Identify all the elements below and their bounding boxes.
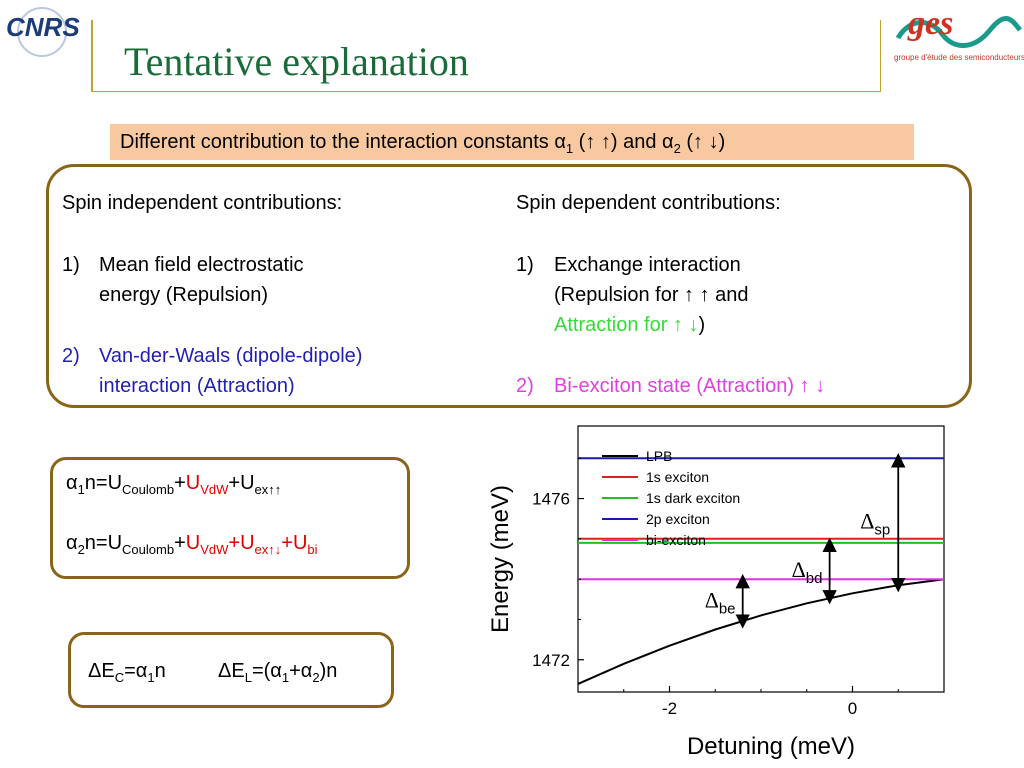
coulomb-sub: Coulomb [122, 542, 175, 557]
one-sub: 1 [147, 670, 155, 685]
left-item2-line1: Van-der-Waals (dipole-dipole) [99, 345, 363, 367]
left-item1-line1: Mean field electrostatic [99, 254, 304, 276]
e-symbol: E [231, 660, 245, 682]
legend-entry: 1s dark exciton [646, 490, 740, 506]
right-item1-line3: Attraction for ↑ ↓) [554, 310, 705, 340]
title-rule-horizontal [91, 91, 881, 92]
plus: + [228, 532, 241, 554]
x-axis-label: Detuning (meV) [687, 733, 855, 760]
legend-entry: 2p exciton [646, 511, 710, 527]
legend-entry: 1s exciton [646, 469, 709, 485]
bi-sub: bi [307, 542, 318, 557]
left-item1-number: 1) [62, 254, 80, 276]
e-symbol: E [101, 660, 115, 682]
banner-sub-2: 2 [673, 141, 681, 156]
vdw-sub: VdW [200, 482, 229, 497]
alpha-sub: 2 [77, 542, 85, 557]
u-vdw: U [185, 532, 201, 554]
right-item2-number: 2) [516, 375, 534, 397]
legend-entry: bi-exciton [646, 532, 706, 548]
energy-detuning-chart: -2 0 1472 1476 Detuning (meV) Energy (meV) LP… [487, 425, 945, 760]
delta-el-formula: ΔEL=(α1+α2)n [218, 660, 337, 685]
slide-title: Tentative explanation [124, 39, 469, 84]
spin-dependent-heading: Spin dependent contributions: [516, 192, 781, 214]
annotation-label-be: Δbe [705, 587, 736, 617]
plus: + [289, 660, 301, 682]
title-rule-vertical-right [880, 20, 881, 92]
right-item1-line2: (Repulsion for ↑ ↑ and [554, 284, 749, 306]
cnrs-logo: CNRS [6, 7, 80, 57]
n-equals-u: n=U [84, 472, 123, 494]
alpha-symbol: α [66, 472, 78, 494]
n-equals-u: n=U [84, 532, 123, 554]
ex-sub: ex↑↓ [254, 542, 282, 557]
coulomb-sub: Coulomb [122, 482, 175, 497]
legend-entry: LPB [646, 448, 672, 464]
u-bi: U [292, 532, 308, 554]
close-n: )n [319, 660, 338, 682]
cnrs-logo-text: CNRS [6, 12, 80, 42]
alpha2-formula: α2n=UCoulomb+UVdW+Uex↑↓+Ubi [66, 532, 318, 557]
interaction-banner: Different contribution to the interactio… [110, 124, 914, 160]
ex-sub: ex↑↑ [254, 482, 282, 497]
plus: + [174, 472, 186, 494]
delta-symbol: Δ [88, 660, 102, 682]
y-tick-label: 1472 [532, 651, 570, 670]
y-axis-label: Energy (meV) [487, 485, 514, 633]
u-ex: U [240, 472, 255, 494]
plus: + [174, 532, 186, 554]
banner-alpha-2: α [662, 131, 674, 153]
plus: + [281, 532, 293, 554]
l-sub: L [244, 670, 252, 685]
y-tick-label: 1476 [532, 490, 570, 509]
left-item2-line2: interaction (Attraction) [99, 375, 295, 397]
alpha-symbol: α [135, 660, 148, 682]
delta-ec-formula: ΔEC=α1n [88, 660, 166, 685]
plot-frame [577, 425, 945, 693]
delta-symbol: Δ [218, 660, 232, 682]
ges-logo: ges [895, 5, 1022, 48]
alpha1-formula: α1n=UCoulomb+UVdW+Uex↑↑ [66, 472, 281, 497]
ges-logo-caption: groupe d'étude des semiconducteurs [894, 53, 1024, 62]
equals-open: =( [251, 660, 271, 682]
banner-pair-2: (↑ ↓) [680, 131, 726, 153]
two-sub: 2 [312, 670, 320, 685]
annotation-label-sp: Δsp [860, 509, 890, 539]
right-item1-line3-end: ) [698, 314, 706, 336]
x-tick-label: -2 [662, 699, 677, 718]
n-symbol: n [154, 660, 166, 682]
c-sub: C [114, 670, 125, 685]
series-line-lpb [577, 578, 945, 685]
right-item1-number: 1) [516, 254, 534, 276]
contributions-box [46, 164, 972, 408]
alpha-symbol: α [270, 660, 282, 682]
right-item1-line1: Exchange interaction [554, 254, 741, 276]
banner-pair-1: (↑ ↑) and [573, 131, 663, 153]
title-rule-vertical [91, 20, 93, 92]
banner-alpha-1: α [554, 131, 566, 153]
alpha-symbol: α [66, 532, 78, 554]
ges-logo-text: ges [907, 5, 953, 42]
plus: + [228, 472, 241, 494]
vdw-sub: VdW [200, 542, 229, 557]
energy-box [68, 632, 394, 708]
one-sub: 1 [281, 670, 290, 685]
alpha-symbol: α [300, 660, 313, 682]
x-tick-label: 0 [848, 699, 857, 718]
u-ex: U [240, 532, 255, 554]
u-vdw: U [185, 472, 201, 494]
banner-sub-1: 1 [565, 141, 574, 156]
left-item1-line2: energy (Repulsion) [99, 284, 268, 306]
alpha-sub: 1 [77, 482, 85, 497]
equals: = [124, 660, 136, 682]
formula-box [50, 457, 410, 579]
right-item2-text: Bi-exciton state (Attraction) ↑ ↓ [554, 375, 826, 397]
left-item2-number: 2) [62, 345, 80, 367]
annotation-label-bd: Δbd [792, 557, 823, 587]
attraction-colored: Attraction for ↑ ↓ [554, 314, 699, 336]
banner-text: Different contribution to the interactio… [120, 131, 555, 153]
spin-independent-heading: Spin independent contributions: [62, 192, 343, 214]
